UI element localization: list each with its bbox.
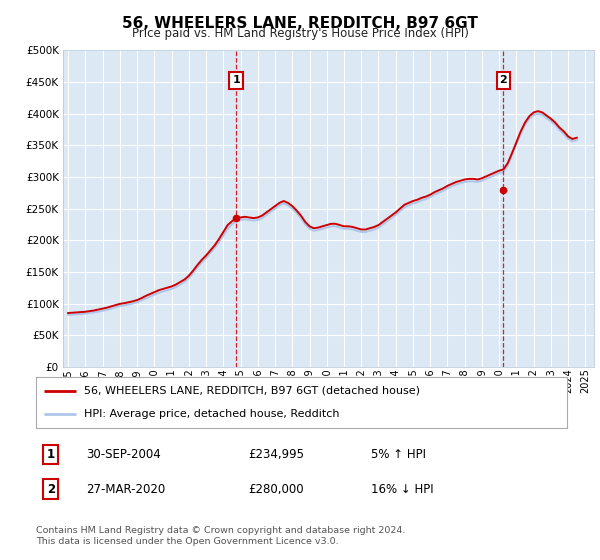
- Text: HPI: Average price, detached house, Redditch: HPI: Average price, detached house, Redd…: [84, 409, 339, 419]
- Text: £280,000: £280,000: [248, 483, 304, 496]
- Text: 2: 2: [500, 76, 508, 86]
- Text: 56, WHEELERS LANE, REDDITCH, B97 6GT: 56, WHEELERS LANE, REDDITCH, B97 6GT: [122, 16, 478, 31]
- Text: 2: 2: [47, 483, 55, 496]
- Text: Contains HM Land Registry data © Crown copyright and database right 2024.
This d: Contains HM Land Registry data © Crown c…: [36, 526, 406, 546]
- Text: 16% ↓ HPI: 16% ↓ HPI: [371, 483, 433, 496]
- Text: Price paid vs. HM Land Registry's House Price Index (HPI): Price paid vs. HM Land Registry's House …: [131, 27, 469, 40]
- Text: 1: 1: [232, 76, 240, 86]
- Text: 5% ↑ HPI: 5% ↑ HPI: [371, 448, 425, 461]
- Text: 1: 1: [47, 448, 55, 461]
- Text: 30-SEP-2004: 30-SEP-2004: [86, 448, 161, 461]
- Text: 27-MAR-2020: 27-MAR-2020: [86, 483, 166, 496]
- Text: 56, WHEELERS LANE, REDDITCH, B97 6GT (detached house): 56, WHEELERS LANE, REDDITCH, B97 6GT (de…: [84, 386, 420, 396]
- Text: £234,995: £234,995: [248, 448, 304, 461]
